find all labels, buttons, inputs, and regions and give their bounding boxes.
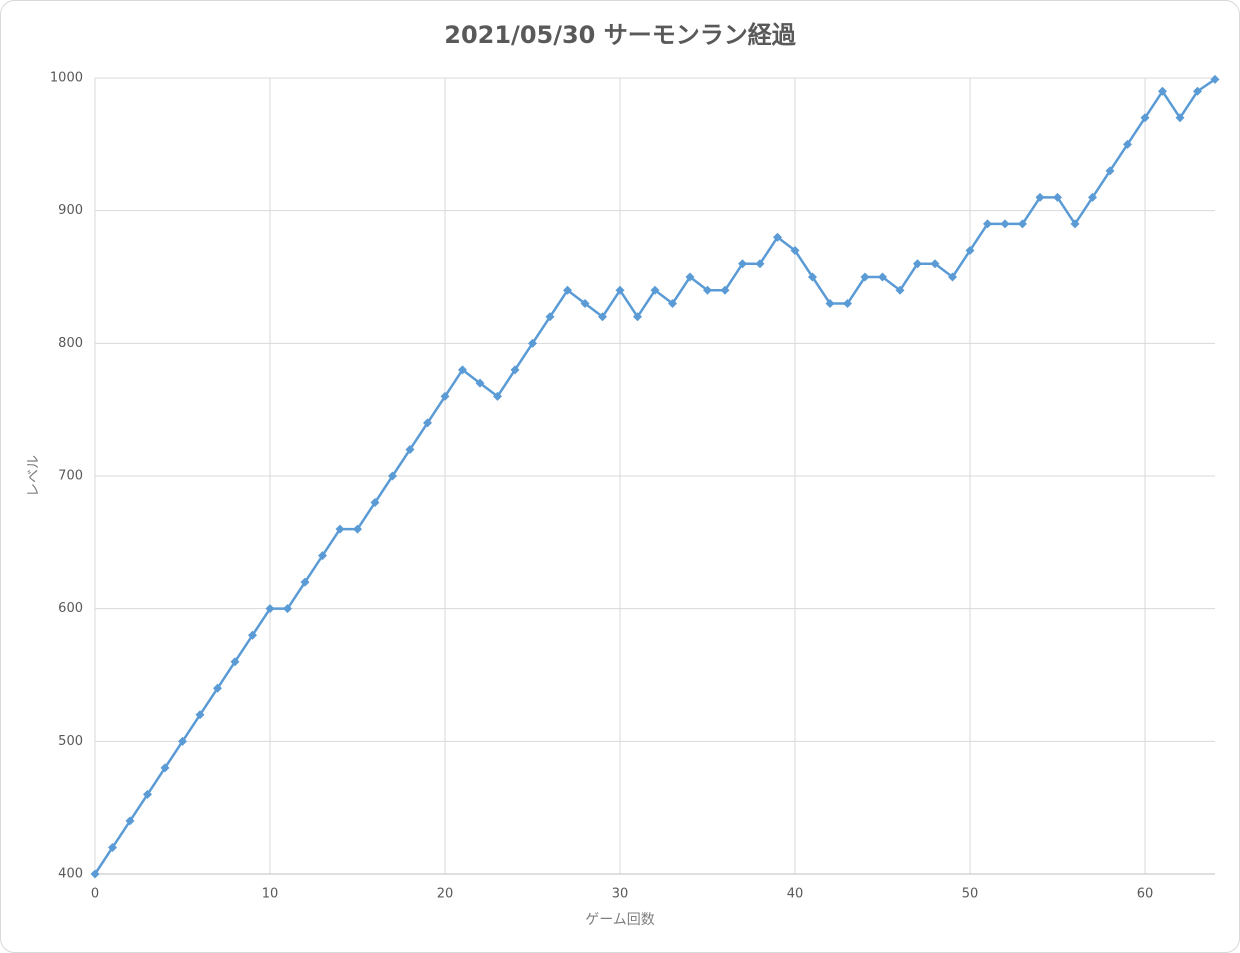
y-tick-label: 400 [58,867,83,882]
data-marker [948,272,957,282]
data-marker [405,444,415,454]
data-marker [825,299,835,309]
data-marker [213,683,222,693]
data-marker [423,418,432,428]
chart-title: 2021/05/30 サーモンラン経過 [444,21,796,49]
data-marker [808,272,817,282]
data-marker [983,219,992,229]
data-marker [580,299,590,309]
data-marker [965,245,975,255]
y-tick-label: 600 [58,601,83,616]
data-marker [703,285,712,295]
data-marker [755,259,765,269]
data-marker [265,604,275,614]
data-marker [650,285,660,295]
data-marker [195,710,205,720]
data-marker [318,551,327,561]
data-marker [545,312,555,322]
data-marker [1123,139,1132,149]
data-marker [668,299,677,309]
data-marker [528,338,537,348]
x-tick-label: 0 [91,887,99,902]
data-marker [860,272,870,282]
x-tick-label: 10 [262,887,279,902]
data-marker [773,232,782,242]
data-marker [895,285,905,295]
data-marker [1193,86,1202,96]
x-tick-label: 60 [1137,887,1154,902]
data-marker [178,736,187,746]
data-marker [1105,166,1115,176]
data-marker [1175,113,1185,123]
x-axis-label: ゲーム回数 [585,912,655,928]
data-marker [615,285,625,295]
data-marker [913,259,922,269]
data-marker [1035,192,1045,202]
y-tick-label: 700 [58,469,83,484]
data-marker [1000,219,1010,229]
y-axis-label: レベル [26,455,42,497]
data-marker [1158,86,1167,96]
y-tick-label: 1000 [50,71,83,86]
data-marker [720,285,730,295]
data-marker [475,378,485,388]
data-marker [335,524,345,534]
x-tick-label: 50 [962,887,979,902]
data-marker [493,391,502,401]
data-marker [300,577,310,587]
data-marker [510,365,520,375]
data-marker [370,498,380,508]
data-marker [685,272,695,282]
data-marker [563,285,572,295]
data-marker [353,524,362,534]
data-marker [1140,113,1150,123]
x-tick-label: 20 [437,887,454,902]
x-tick-label: 40 [787,887,804,902]
data-marker [930,259,940,269]
data-marker [598,312,607,322]
y-tick-label: 800 [58,336,83,351]
data-marker [125,816,135,826]
y-tick-label: 900 [58,203,83,218]
data-marker [283,604,292,614]
data-marker [440,391,450,401]
data-marker [230,657,240,667]
data-marker [738,259,747,269]
data-marker [633,312,642,322]
data-marker [90,869,100,879]
data-marker [160,763,170,773]
data-marker [878,272,887,282]
data-marker [248,630,257,640]
data-marker [1053,192,1062,202]
data-marker [1088,192,1097,202]
data-marker [458,365,467,375]
data-marker [843,299,852,309]
x-tick-label: 30 [612,887,629,902]
data-marker [388,471,397,481]
data-marker [1070,219,1080,229]
data-marker [1018,219,1027,229]
y-tick-label: 500 [58,734,83,749]
data-marker [1210,74,1220,84]
data-marker [108,842,117,852]
data-marker [143,789,152,799]
data-marker [790,245,800,255]
